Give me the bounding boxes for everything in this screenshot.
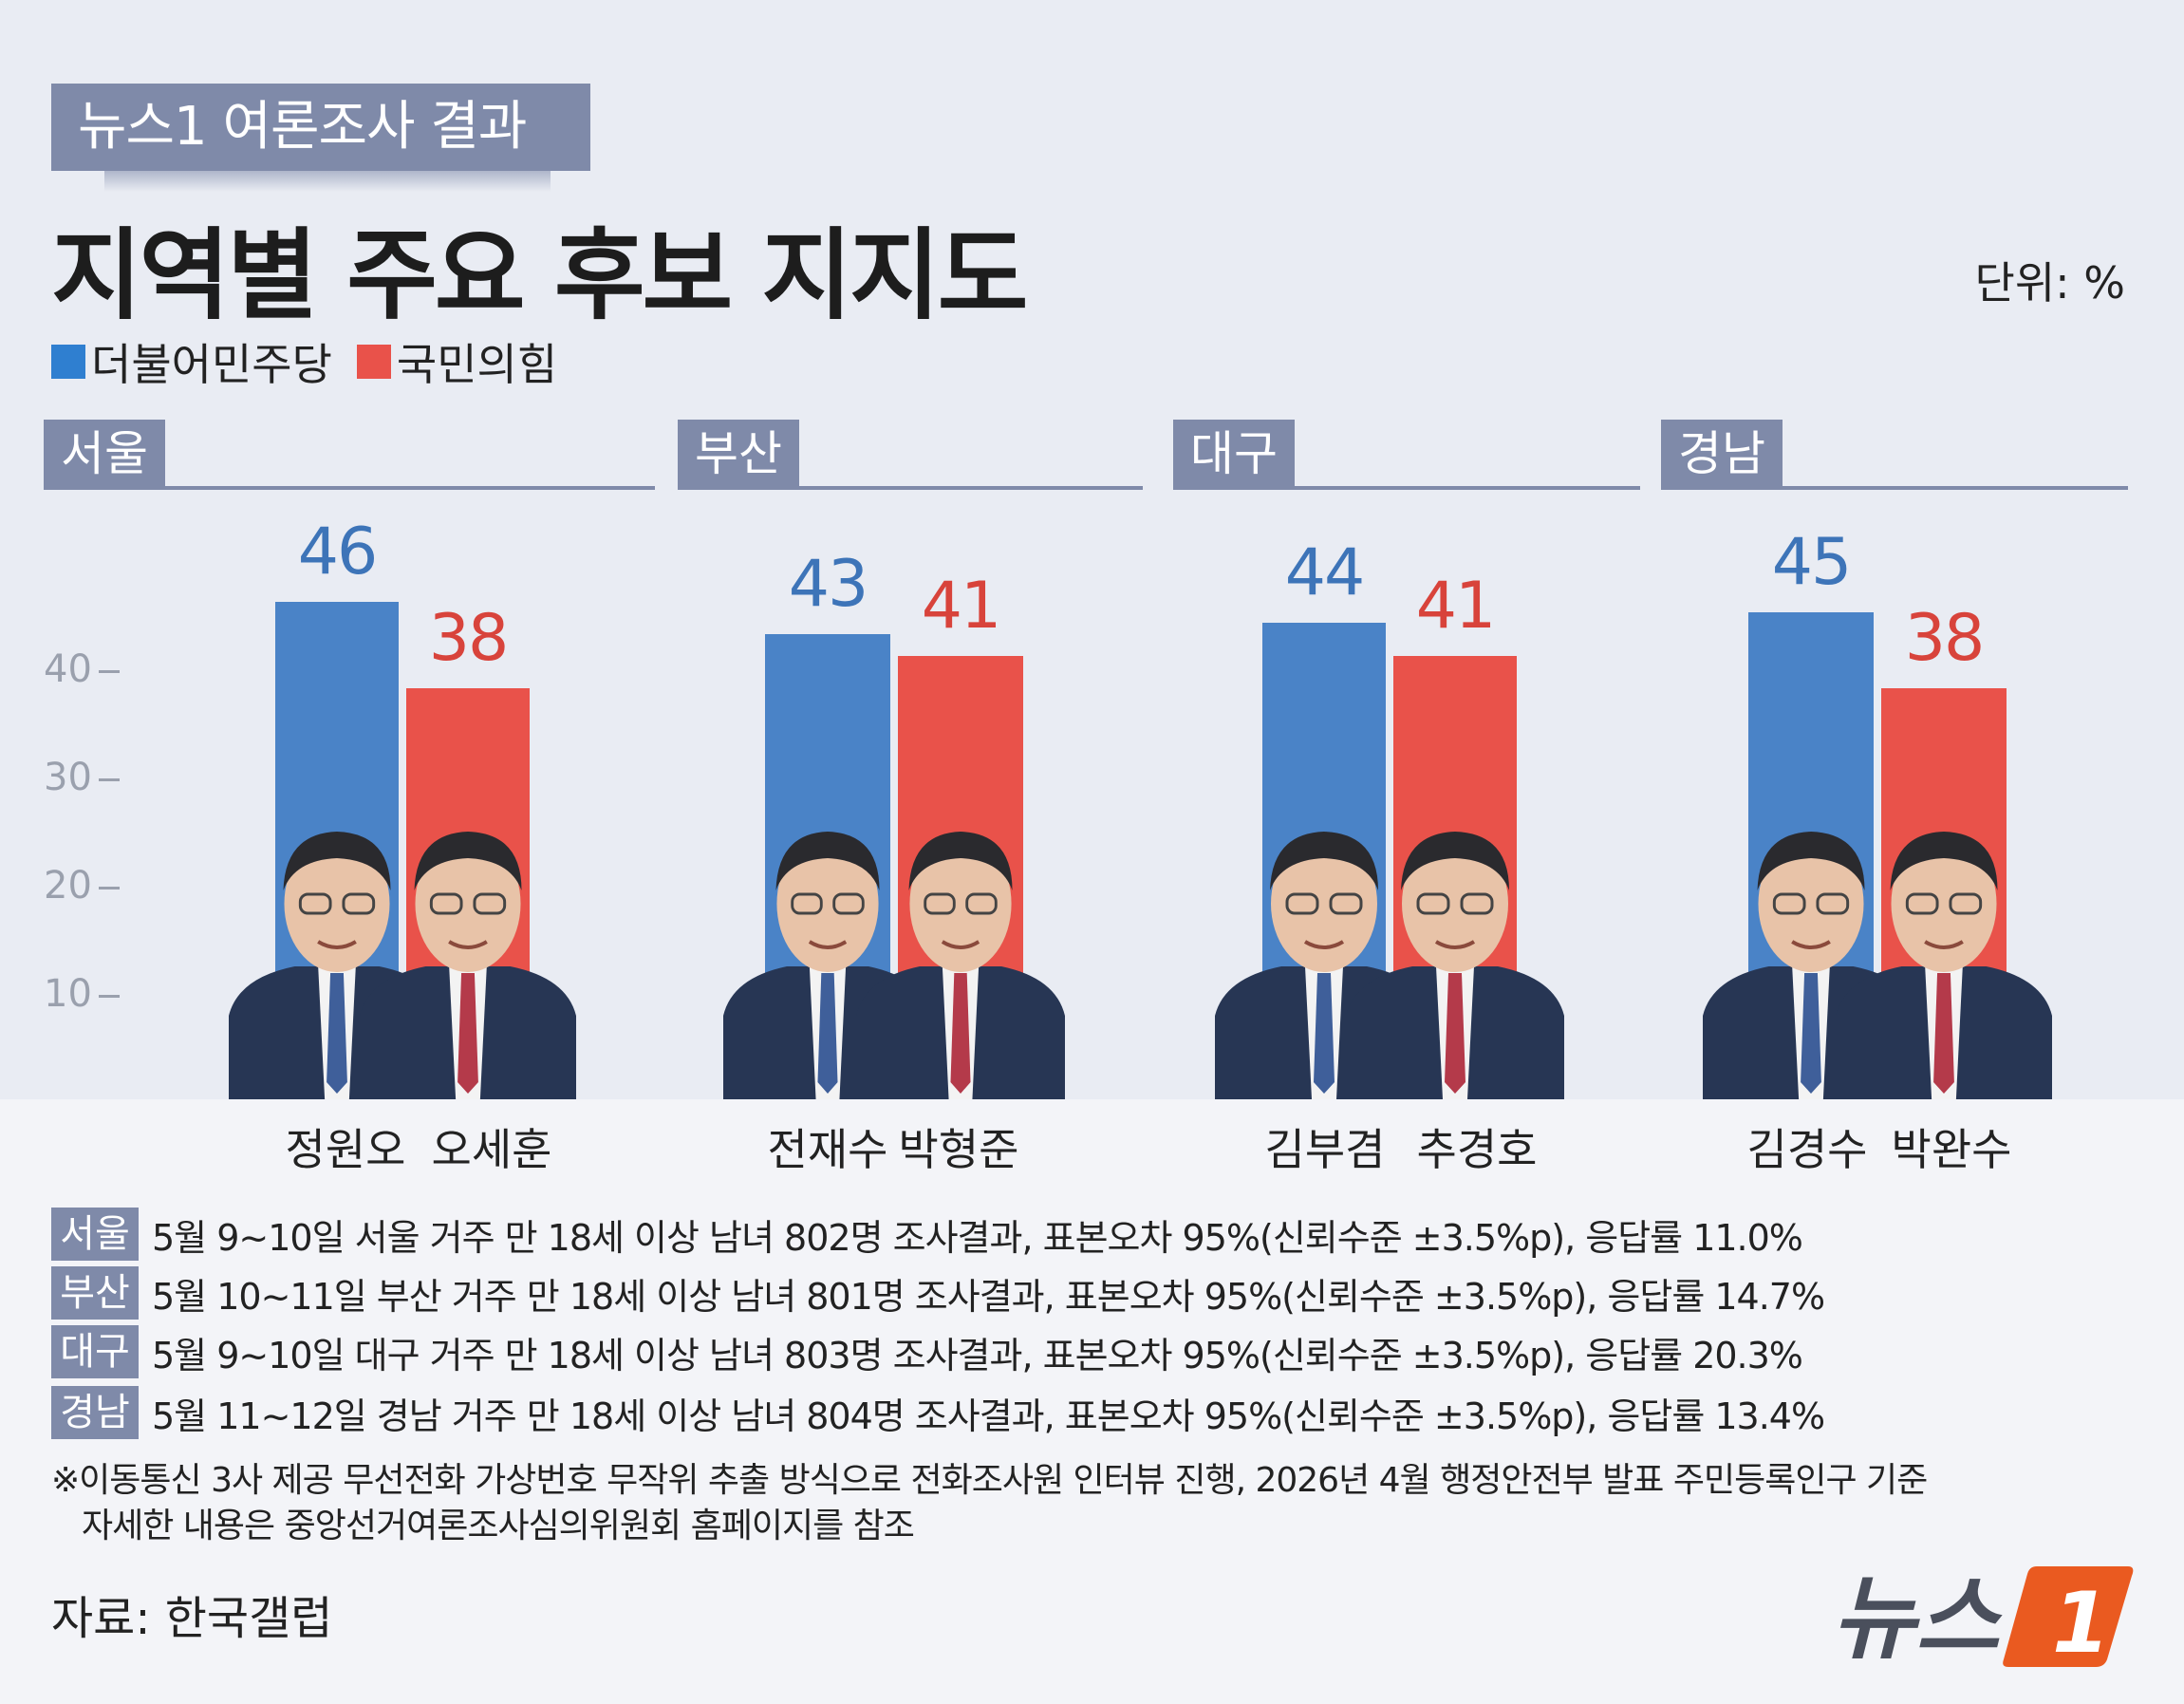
candidate-name: 김경수 [1746, 1124, 1868, 1175]
y-tick-label: 20 [44, 864, 92, 908]
candidate-name: 오세훈 [431, 1124, 552, 1175]
region-label: 부산 [678, 420, 799, 490]
y-tick-mark [99, 778, 120, 781]
value-label: 41 [921, 568, 1002, 644]
note-row-busan: 부산 5월 10~11일 부산 거주 만 18세 이상 남녀 801명 조사결과… [51, 1266, 1825, 1320]
note-text: 5월 11~12일 경남 거주 만 18세 이상 남녀 804명 조사결과, 표… [152, 1395, 1825, 1437]
source-label: 자료: 한국갤럽 [51, 1592, 333, 1645]
y-tick-mark [99, 995, 120, 998]
candidate-portrait [360, 816, 576, 1099]
candidate-name: 전재수 [767, 1124, 888, 1175]
legend-item-ppp: 국민의힘 [356, 330, 558, 393]
footnote-method: ※이동통신 3사 제공 무선전화 가상번호 무작위 추출 방식으로 전화조사원 … [51, 1461, 1928, 1500]
value-label: 43 [788, 546, 869, 622]
footnote-reference: 자세한 내용은 중앙선거여론조사심의위원회 홈페이지를 참조 [82, 1507, 915, 1545]
note-row-daegu: 대구 5월 9~10일 대구 거주 만 18세 이상 남녀 803명 조사결과,… [51, 1325, 1803, 1378]
note-text: 5월 9~10일 대구 거주 만 18세 이상 남녀 803명 조사결과, 표본… [152, 1334, 1803, 1376]
legend-label: 국민의힘 [396, 339, 558, 390]
y-tick-label: 30 [44, 756, 92, 799]
region-header-seoul: 서울 [44, 420, 655, 490]
news1-logo-icon: 뉴스 1 [1832, 1565, 2134, 1672]
y-tick-label: 10 [44, 972, 92, 1016]
survey-badge: 뉴스1 여론조사 결과 [51, 84, 590, 171]
news1-logo: 뉴스 1 [1832, 1557, 2136, 1675]
region-header-gyeongnam: 경남 [1661, 420, 2128, 490]
value-label: 45 [1771, 525, 1853, 600]
note-region-tag: 서울 [51, 1208, 139, 1261]
region-label: 서울 [44, 420, 165, 490]
note-row-gyeongnam: 경남 5월 11~12일 경남 거주 만 18세 이상 남녀 804명 조사결과… [51, 1386, 1825, 1439]
badge-shadow [104, 171, 551, 192]
candidate-portrait [1346, 816, 1564, 1099]
candidate-name: 박형준 [898, 1124, 1019, 1175]
logo-mark-text: 1 [2052, 1574, 2110, 1671]
candidate-name: 박완수 [1891, 1124, 2012, 1175]
note-region-tag: 대구 [51, 1325, 139, 1378]
region-label: 경남 [1661, 420, 1783, 490]
candidate-name: 김부겸 [1264, 1124, 1386, 1175]
legend-label: 더불어민주당 [91, 339, 332, 390]
page-title: 지역별 주요 후보 지지도 [51, 217, 1028, 333]
baseline-band [0, 1099, 2184, 1704]
note-region-tag: 경남 [51, 1386, 139, 1439]
region-header-daegu: 대구 [1173, 420, 1640, 490]
y-tick-mark [99, 670, 120, 673]
candidate-name: 정원오 [285, 1124, 406, 1175]
value-label: 41 [1415, 568, 1497, 644]
note-row-seoul: 서울 5월 9~10일 서울 거주 만 18세 이상 남녀 802명 조사결과,… [51, 1208, 1803, 1261]
note-text: 5월 9~10일 서울 거주 만 18세 이상 남녀 802명 조사결과, 표본… [152, 1216, 1803, 1259]
candidate-name: 추경호 [1416, 1124, 1538, 1175]
value-label: 44 [1284, 535, 1366, 611]
candidate-portrait [856, 816, 1065, 1099]
value-label: 38 [428, 600, 510, 676]
y-tick-label: 40 [44, 647, 92, 691]
unit-label: 단위: % [1974, 257, 2125, 309]
legend-swatch-blue [51, 345, 85, 379]
value-label: 46 [297, 514, 379, 590]
note-text: 5월 10~11일 부산 거주 만 18세 이상 남녀 801명 조사결과, 표… [152, 1275, 1825, 1318]
legend-item-democratic: 더불어민주당 [51, 330, 332, 393]
value-label: 38 [1904, 600, 1986, 676]
logo-mark-shape [2003, 1566, 2134, 1667]
y-tick-mark [99, 887, 120, 889]
legend: 더불어민주당 국민의힘 [51, 330, 582, 393]
region-header-busan: 부산 [678, 420, 1143, 490]
candidate-portrait [1836, 816, 2052, 1099]
logo-text: 뉴스 [1832, 1565, 2003, 1671]
region-label: 대구 [1173, 420, 1295, 490]
legend-swatch-red [356, 345, 391, 379]
note-region-tag: 부산 [51, 1266, 139, 1320]
